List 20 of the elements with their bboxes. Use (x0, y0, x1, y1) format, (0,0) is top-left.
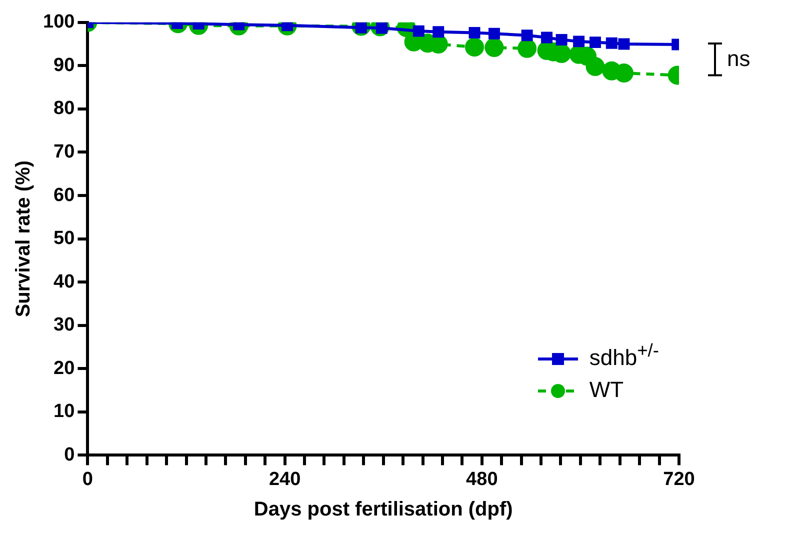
y-tick-label: 90 (54, 54, 75, 76)
x-tick-label: 720 (663, 468, 695, 490)
y-tick-label: 20 (54, 358, 75, 379)
x-tick-label: 240 (268, 468, 301, 490)
y-tick-label: 60 (54, 184, 75, 206)
y-tick-label: 30 (54, 314, 75, 336)
y-tick-label: 100 (43, 12, 75, 33)
text: ns (727, 46, 750, 71)
x-tick-label: 0 (82, 468, 93, 490)
x-tick-label: 480 (466, 468, 498, 490)
y-axis-title: Survival rate (%) (12, 160, 35, 318)
legend-label: WT (589, 377, 624, 402)
y-tick-label: 80 (54, 98, 75, 120)
y-tick-label: 40 (54, 271, 75, 292)
y-tick-label: 0 (64, 444, 75, 466)
y-tick-label: 70 (54, 141, 75, 162)
y-tick-label: 50 (54, 228, 75, 250)
legend-label: sdhb$^{+/-}$ (589, 340, 659, 370)
y-tick-label: 10 (54, 401, 75, 422)
x-axis-title: Days post fertilisation (dpf) (254, 498, 513, 521)
